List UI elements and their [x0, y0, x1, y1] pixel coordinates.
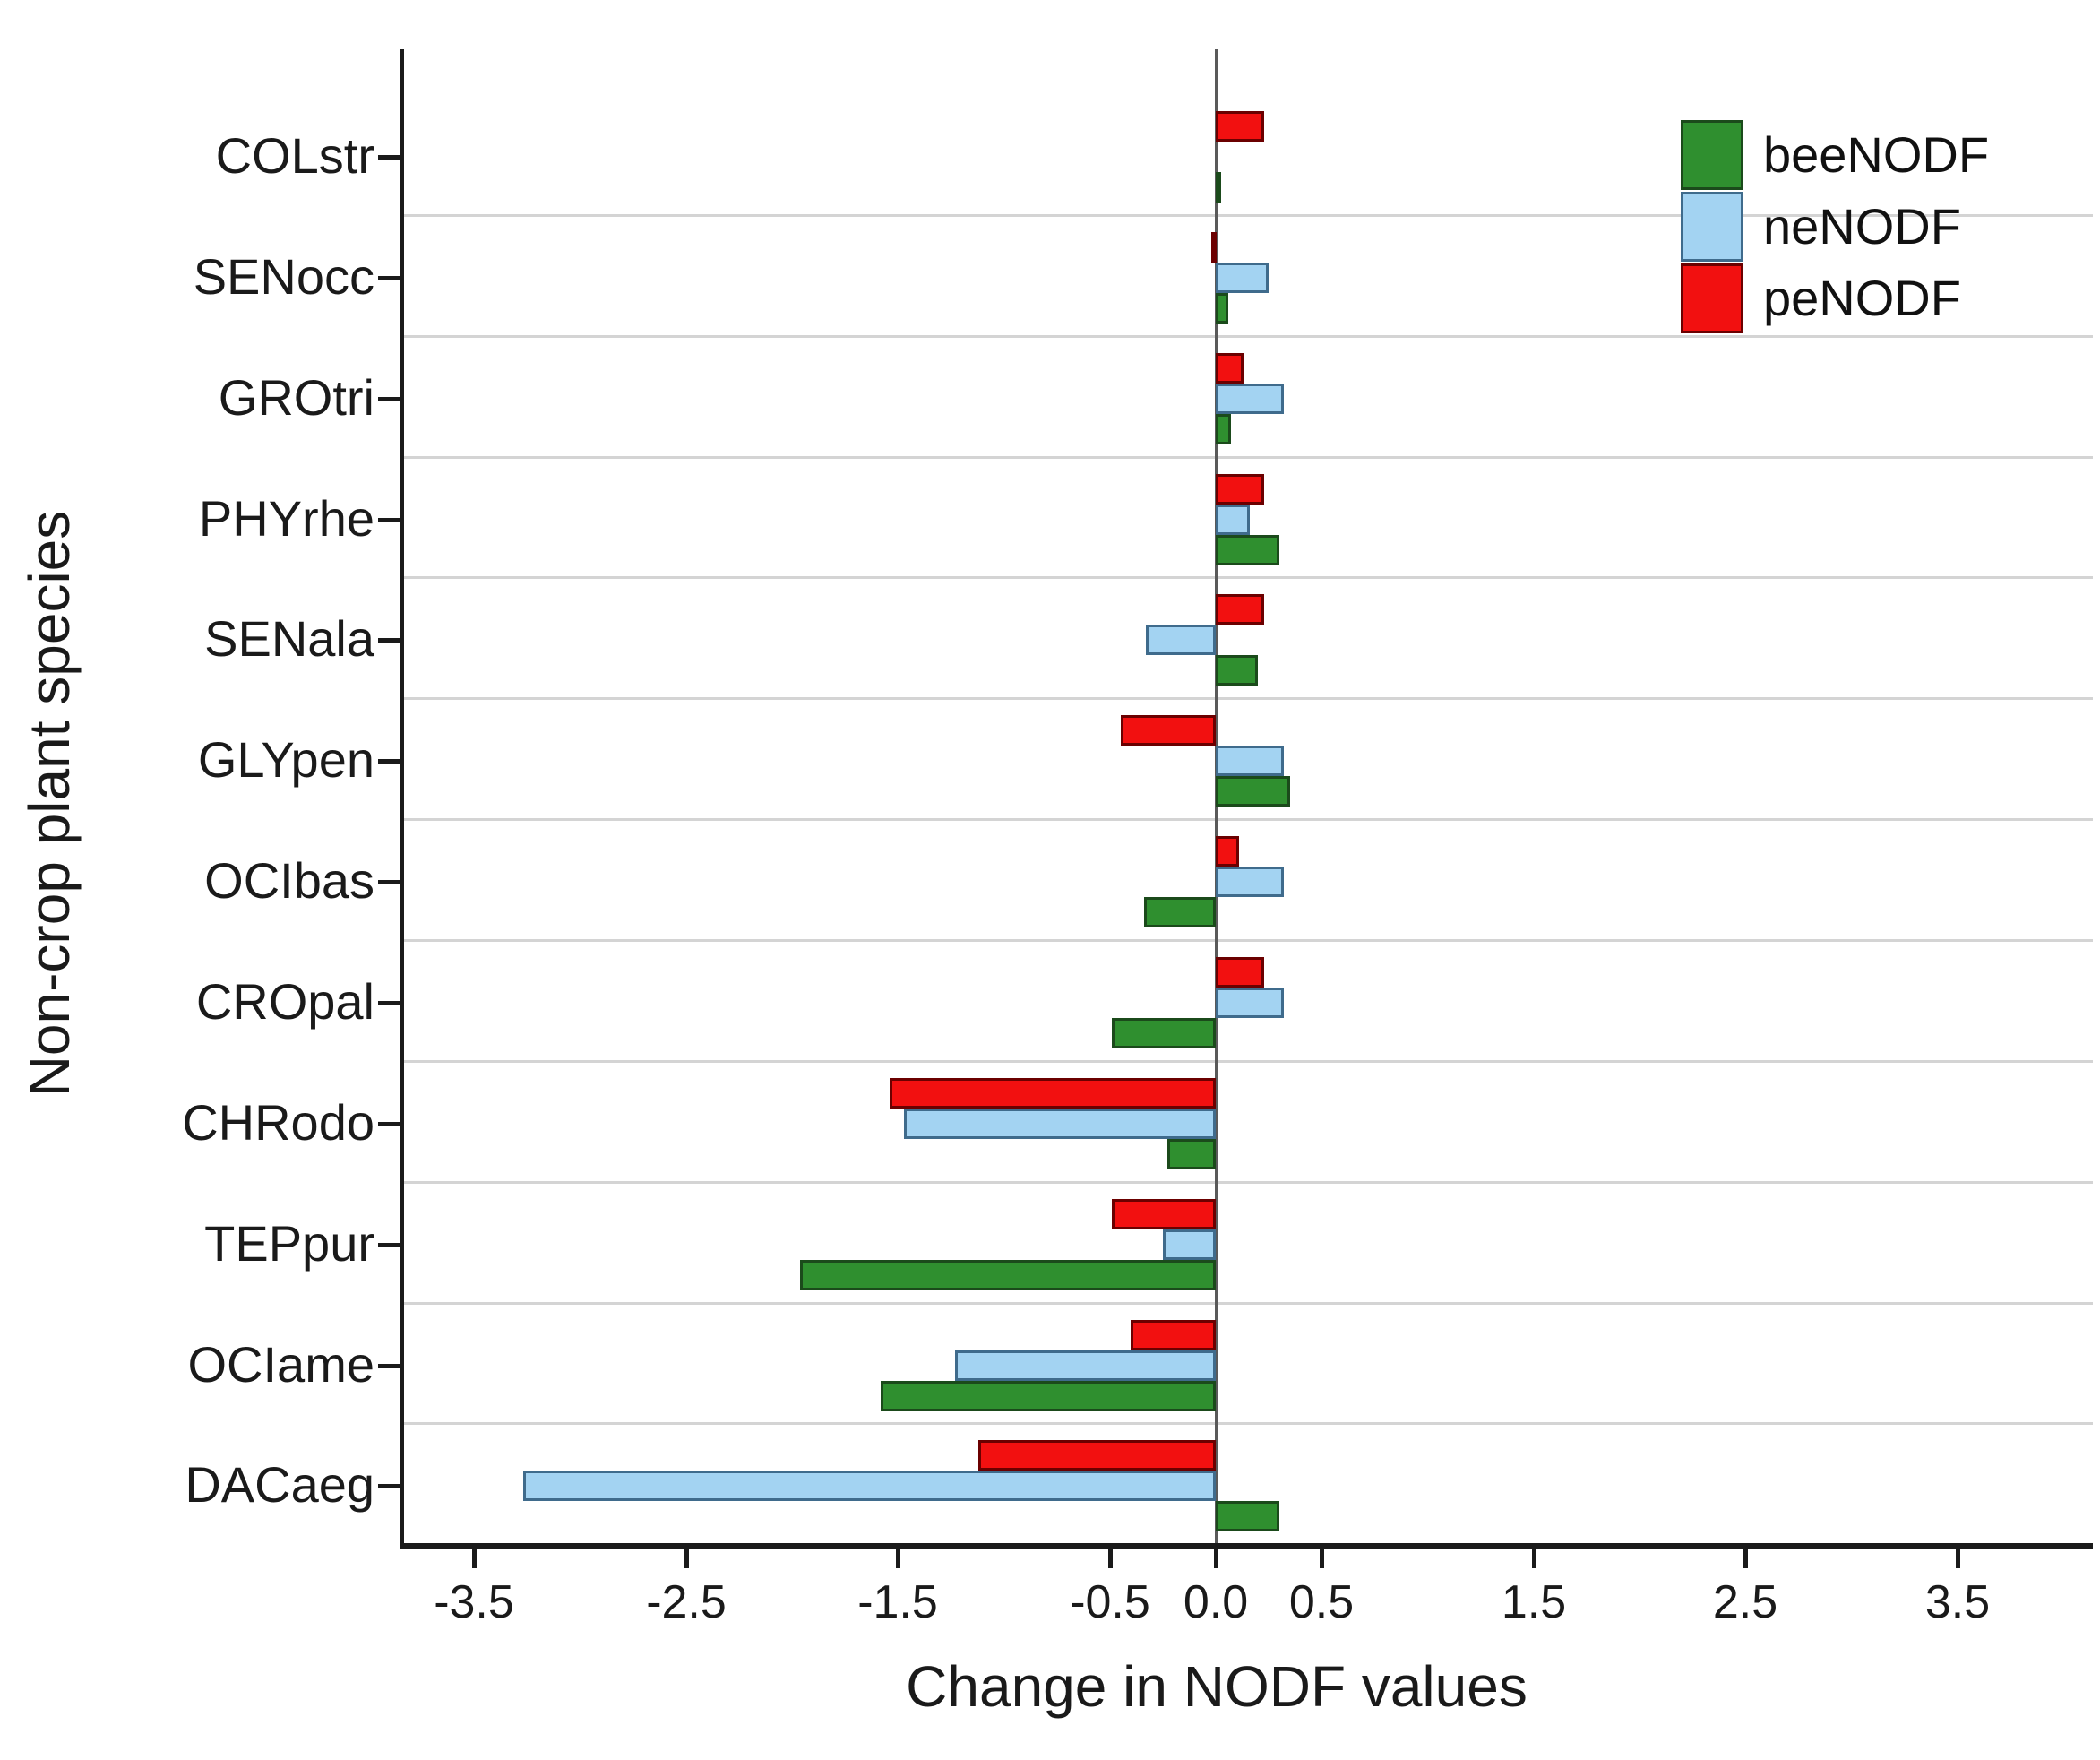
bar-neNODF-OCIbas: [1216, 867, 1284, 897]
gridline: [403, 1060, 2093, 1063]
bar-beeNODF-GLYpen: [1216, 776, 1290, 807]
bar-beeNODF-SENocc: [1216, 293, 1228, 324]
bar-peNODF-CHRodo: [890, 1078, 1216, 1109]
legend-label-beeNODF: beeNODF: [1763, 126, 1990, 183]
y-category-label-TEPpur: TEPpur: [204, 1215, 374, 1272]
x-tick-1.5: [1532, 1547, 1536, 1568]
y-category-label-SENocc: SENocc: [193, 248, 374, 305]
x-tick-3.5: [1956, 1547, 1960, 1568]
gridline: [403, 1422, 2093, 1425]
x-tick-label: -2.5: [646, 1576, 727, 1628]
y-category-label-CROpal: CROpal: [195, 973, 374, 1030]
bar-peNODF-SENocc: [1211, 232, 1217, 263]
x-tick-label: -1.5: [857, 1576, 938, 1628]
bar-beeNODF-CHRodo: [1167, 1139, 1216, 1169]
bar-peNODF-PHYrhe: [1216, 474, 1264, 505]
bar-peNODF-CROpal: [1216, 957, 1264, 988]
bar-neNODF-PHYrhe: [1216, 505, 1250, 535]
y-axis-line: [400, 49, 404, 1549]
x-tick--0.5: [1108, 1547, 1113, 1568]
bar-neNODF-OCIame: [955, 1350, 1216, 1381]
x-axis-title: Change in NODF values: [906, 1654, 1528, 1719]
bar-beeNODF-OCIame: [881, 1381, 1216, 1411]
legend-swatch-beeNODF: [1681, 120, 1743, 190]
bar-neNODF-CROpal: [1216, 988, 1284, 1018]
legend-swatch-peNODF: [1681, 263, 1743, 333]
bar-neNODF-TEPpur: [1163, 1229, 1216, 1260]
y-tick-COLstr: [378, 155, 400, 160]
gridline: [403, 335, 2093, 338]
bar-beeNODF-GROtri: [1216, 414, 1231, 444]
y-tick-CHRodo: [378, 1122, 400, 1126]
x-tick-0.5: [1320, 1547, 1324, 1568]
gridline: [403, 1302, 2093, 1305]
y-category-label-COLstr: COLstr: [215, 127, 374, 184]
bar-neNODF-SENala: [1146, 625, 1216, 655]
gridline: [403, 214, 2093, 217]
y-category-label-GROtri: GROtri: [218, 369, 374, 426]
bar-peNODF-COLstr: [1216, 111, 1264, 142]
gridline: [403, 576, 2093, 579]
y-tick-PHYrhe: [378, 518, 400, 522]
y-tick-GROtri: [378, 397, 400, 401]
x-tick--3.5: [472, 1547, 477, 1568]
y-tick-OCIbas: [378, 880, 400, 884]
x-tick-label: 0.5: [1288, 1576, 1355, 1628]
bar-peNODF-DACaeg: [978, 1440, 1216, 1471]
y-category-label-GLYpen: GLYpen: [197, 731, 374, 788]
x-tick-label: 1.5: [1501, 1576, 1567, 1628]
gridline: [403, 939, 2093, 942]
x-tick--1.5: [896, 1547, 900, 1568]
y-tick-GLYpen: [378, 759, 400, 764]
y-category-label-DACaeg: DACaeg: [185, 1456, 374, 1513]
bar-beeNODF-COLstr: [1216, 172, 1221, 203]
bar-neNODF-SENocc: [1216, 263, 1269, 293]
x-tick--2.5: [684, 1547, 689, 1568]
x-tick-2.5: [1743, 1547, 1748, 1568]
x-tick-label: -3.5: [434, 1576, 514, 1628]
y-category-label-SENala: SENala: [204, 610, 374, 667]
gridline: [403, 818, 2093, 821]
x-tick-label: 2.5: [1712, 1576, 1778, 1628]
bar-neNODF-GROtri: [1216, 384, 1284, 414]
bar-peNODF-TEPpur: [1112, 1199, 1216, 1229]
bar-peNODF-GROtri: [1216, 353, 1244, 384]
y-category-label-PHYrhe: PHYrhe: [198, 490, 374, 547]
bar-beeNODF-DACaeg: [1216, 1501, 1279, 1531]
bar-peNODF-OCIbas: [1216, 836, 1239, 867]
bar-neNODF-CHRodo: [904, 1109, 1216, 1139]
bar-peNODF-OCIame: [1131, 1320, 1216, 1350]
y-tick-OCIame: [378, 1364, 400, 1368]
bar-beeNODF-TEPpur: [800, 1260, 1216, 1290]
legend-label-peNODF: peNODF: [1763, 270, 1961, 326]
x-tick-0.0: [1214, 1547, 1218, 1568]
x-tick-label: -0.5: [1070, 1576, 1150, 1628]
bar-peNODF-SENala: [1216, 594, 1264, 625]
legend-label-neNODF: neNODF: [1763, 198, 1961, 255]
x-tick-label: 0.0: [1183, 1576, 1249, 1628]
x-axis-line: [400, 1543, 2093, 1549]
y-tick-SENala: [378, 638, 400, 643]
legend-swatch-neNODF: [1681, 192, 1743, 262]
gridline: [403, 697, 2093, 700]
x-tick-label: 3.5: [1924, 1576, 1991, 1628]
bar-neNODF-DACaeg: [523, 1471, 1216, 1501]
y-tick-DACaeg: [378, 1484, 400, 1488]
gridline: [403, 1181, 2093, 1184]
y-category-label-OCIbas: OCIbas: [204, 852, 374, 909]
y-axis-title: Non-crop plant species: [17, 510, 82, 1098]
bar-beeNODF-CROpal: [1112, 1018, 1216, 1048]
bar-beeNODF-PHYrhe: [1216, 535, 1279, 565]
gridline: [403, 456, 2093, 459]
bar-beeNODF-SENala: [1216, 655, 1258, 686]
bar-peNODF-GLYpen: [1121, 715, 1216, 746]
y-category-label-OCIame: OCIame: [187, 1336, 375, 1393]
y-tick-CROpal: [378, 1001, 400, 1005]
y-tick-SENocc: [378, 276, 400, 280]
bar-beeNODF-OCIbas: [1144, 897, 1216, 927]
y-tick-TEPpur: [378, 1243, 400, 1247]
y-category-label-CHRodo: CHRodo: [182, 1094, 374, 1151]
bar-neNODF-GLYpen: [1216, 746, 1284, 776]
